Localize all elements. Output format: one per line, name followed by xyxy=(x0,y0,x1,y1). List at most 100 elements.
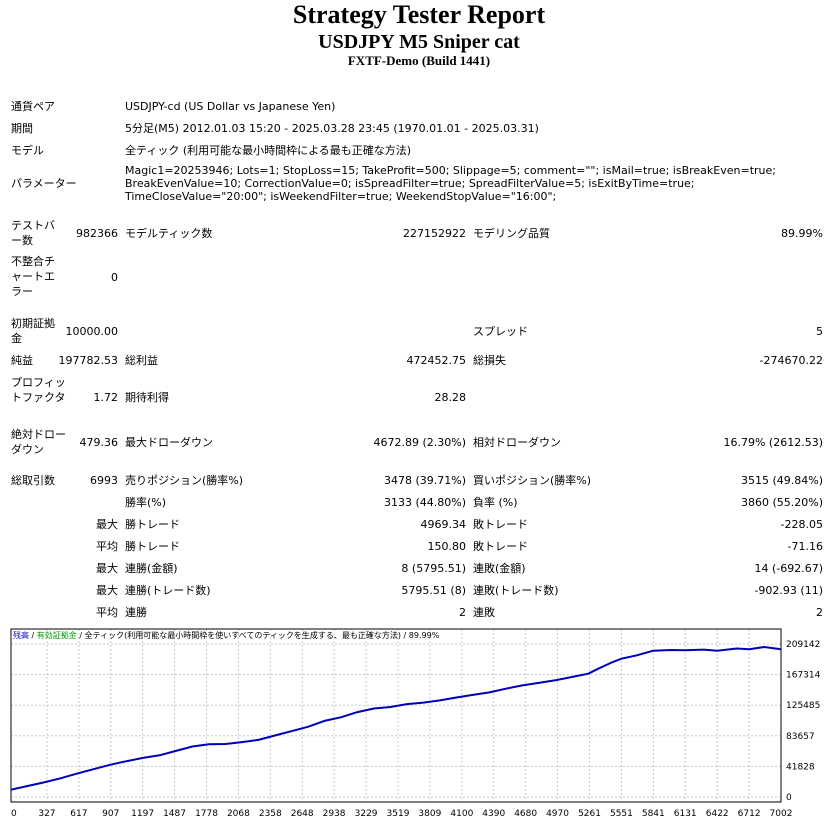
y-tick-label: 209142 xyxy=(786,640,820,650)
win-rate-value: 3133 (44.80%) xyxy=(383,496,466,509)
x-tick-label: 0 xyxy=(11,809,17,819)
x-tick-label: 4390 xyxy=(482,809,505,819)
x-tick-label: 3229 xyxy=(355,809,378,819)
cons-losses-count-label: 連敗(トレード数) xyxy=(473,584,559,597)
chart-grid xyxy=(10,629,782,802)
chart-background xyxy=(10,627,828,825)
cons-wins-money-value: 8 (5795.51) xyxy=(401,562,466,575)
average-word: 平均 xyxy=(96,540,118,553)
avg-cons-wins-value: 2 xyxy=(459,606,466,619)
params-label: パラメーター xyxy=(11,177,77,190)
long-positions-value: 3515 (49.84%) xyxy=(740,474,823,487)
max-drawdown-label: 最大ドローダウン xyxy=(125,436,213,449)
mismatch-label: 不整合チャートエラー xyxy=(11,255,55,298)
cons-wins-money-label: 連勝(金額) xyxy=(125,562,178,575)
deposit-label: 初期証拠金 xyxy=(11,317,55,345)
avg-cons-losses-label: 連敗 xyxy=(473,606,495,619)
params-value: Magic1=20253946; Lots=1; StopLoss=15; Ta… xyxy=(125,164,776,203)
chart-legend: 残高 / 有効証拠金 / 全ティック(利用可能な最小時間枠を使いすべてのティック… xyxy=(13,630,440,640)
x-tick-label: 617 xyxy=(70,809,87,819)
legend-balance: 残高 xyxy=(13,630,29,640)
ticks-value: 227152922 xyxy=(403,227,466,240)
x-tick-label: 327 xyxy=(38,809,55,819)
x-tick-label: 2068 xyxy=(227,809,250,819)
avg-cons-losses-value: 2 xyxy=(816,606,823,619)
absolute-drawdown-value: 479.36 xyxy=(79,436,119,449)
spread-value: 5 xyxy=(816,325,823,338)
x-tick-label: 6422 xyxy=(706,809,729,819)
profit-factor-label: プロフィットファクタ xyxy=(11,376,66,404)
deposit-value: 10000.00 xyxy=(65,325,119,338)
x-tick-label: 2648 xyxy=(291,809,314,819)
cons-losses-count-value: -902.93 (11) xyxy=(754,584,823,597)
expected-payoff-value: 28.28 xyxy=(434,391,467,404)
x-tick-label: 1778 xyxy=(195,809,218,819)
gross-loss-label: 総損失 xyxy=(473,354,506,367)
loss-rate-label: 負率 (%) xyxy=(473,496,518,509)
largest-loss-label: 敗トレード xyxy=(473,518,528,531)
mismatch-value: 0 xyxy=(111,271,118,284)
cons-losses-money-value: 14 (-692.67) xyxy=(754,562,823,575)
largest-loss-value: -228.05 xyxy=(780,518,823,531)
chart-x-ticks: 0 327 617 907 1197 1487 1778 2068 2358 2648 2938 32… xyxy=(11,809,792,819)
quality-value: 89.99% xyxy=(781,227,823,240)
total-trades-label: 総取引数 xyxy=(11,474,55,487)
x-tick-label: 4100 xyxy=(450,809,473,819)
long-positions-label: 買いポジション(勝率%) xyxy=(473,474,592,487)
spread-label: スプレッド xyxy=(473,325,528,338)
gross-profit-label: 総利益 xyxy=(125,354,158,367)
x-tick-label: 1197 xyxy=(131,809,154,819)
largest-word: 最大 xyxy=(96,518,118,531)
report-title: Strategy Tester Report xyxy=(292,0,546,29)
y-tick-label: 41828 xyxy=(786,762,815,772)
chart-frame xyxy=(10,628,782,803)
period-label: 期間 xyxy=(11,122,33,135)
max-cons-count-word: 最大 xyxy=(96,584,118,597)
bars-label: テストバー数 xyxy=(11,219,55,247)
max-drawdown-value: 4672.89 (2.30%) xyxy=(373,436,466,449)
legend-equity: 有効証拠金 xyxy=(37,630,77,640)
y-tick-label: 0 xyxy=(786,793,792,803)
x-tick-label: 5261 xyxy=(578,809,601,819)
y-tick-label: 125485 xyxy=(786,701,820,711)
legend-quality: / 89.99% xyxy=(404,631,440,640)
x-tick-label: 907 xyxy=(102,809,119,819)
x-tick-label: 2938 xyxy=(323,809,346,819)
balance-line xyxy=(10,646,782,791)
average-loss-value: -71.16 xyxy=(787,540,823,553)
average-win-value: 150.80 xyxy=(427,540,467,553)
loss-rate-value: 3860 (55.20%) xyxy=(740,496,823,509)
avg-cons-word: 平均 xyxy=(96,606,118,619)
x-tick-label: 3809 xyxy=(418,809,441,819)
win-rate-label: 勝率(%) xyxy=(125,496,167,509)
expected-payoff-label: 期待利得 xyxy=(125,391,169,404)
cons-wins-count-label: 連勝(トレード数) xyxy=(125,584,211,597)
average-win-label: 勝トレード xyxy=(125,540,180,553)
relative-drawdown-value: 16.79% (2612.53) xyxy=(723,436,823,449)
cons-losses-money-label: 連敗(金額) xyxy=(473,562,526,575)
x-tick-label: 6131 xyxy=(674,809,697,819)
legend-model: 全ティック(利用可能な最小時間枠を使いすべてのティックを生成する、最も正確な方法… xyxy=(85,630,401,640)
absolute-drawdown-label: 絶対ドローダウン xyxy=(11,428,66,456)
gross-profit-value: 472452.75 xyxy=(406,354,467,367)
x-tick-label: 4970 xyxy=(546,809,569,819)
total-trades-value: 6993 xyxy=(90,474,118,487)
short-positions-label: 売りポジション(勝率%) xyxy=(125,474,244,487)
cons-wins-count-value: 5795.51 (8) xyxy=(401,584,466,597)
x-tick-label: 7002 xyxy=(770,809,793,819)
gross-loss-value: -274670.22 xyxy=(759,354,823,367)
chart-y-ticks: 0 41828 83657 125485 167314 209142 xyxy=(786,640,821,803)
net-profit-label: 純益 xyxy=(11,354,33,367)
profit-factor-value: 1.72 xyxy=(93,391,119,404)
model-label: モデル xyxy=(11,144,44,157)
short-positions-value: 3478 (39.71%) xyxy=(383,474,466,487)
x-tick-label: 6712 xyxy=(738,809,761,819)
symbol-label: 通貨ペア xyxy=(11,100,55,113)
x-tick-label: 4680 xyxy=(514,809,537,819)
legend-sep-1: / xyxy=(32,631,37,640)
x-tick-label: 3519 xyxy=(387,809,410,819)
largest-win-value: 4969.34 xyxy=(420,518,467,531)
legend-sep-2: / xyxy=(79,631,84,640)
quality-label: モデリング品質 xyxy=(473,227,550,240)
y-tick-label: 83657 xyxy=(786,732,815,742)
